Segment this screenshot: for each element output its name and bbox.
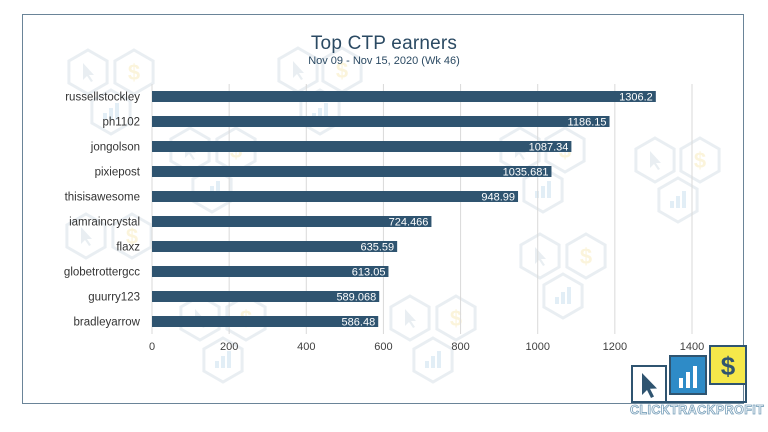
clicktrackprofit-logo: $ — [631, 345, 747, 403]
cursor-icon — [67, 48, 109, 96]
category-label: iamraincrystal — [69, 217, 140, 229]
category-label: ph1102 — [102, 117, 140, 129]
category-label: thisisawesome — [65, 192, 140, 204]
bar-chart-icon — [202, 336, 244, 384]
bar — [152, 166, 552, 177]
svg-text:$: $ — [126, 224, 138, 249]
svg-text:$: $ — [336, 58, 348, 83]
data-label: 1306.2 — [619, 92, 653, 104]
x-tick-label: 800 — [451, 341, 469, 353]
dollar-icon: $ — [113, 48, 155, 96]
data-label: 613.05 — [352, 267, 386, 279]
cursor-icon — [634, 136, 676, 184]
category-label: bradleyarrow — [74, 317, 141, 329]
bar — [152, 291, 380, 302]
bar — [152, 191, 519, 202]
bar — [152, 91, 656, 102]
data-label: 1186.15 — [568, 117, 607, 129]
bar — [152, 116, 610, 127]
dollar-icon: $ — [721, 351, 736, 381]
data-label: 589.068 — [336, 292, 376, 304]
data-label: 1087.34 — [529, 142, 569, 154]
category-label: jongolson — [90, 142, 140, 154]
bar-chart-icon — [542, 272, 584, 320]
svg-text:$: $ — [450, 306, 462, 331]
logo-wordmark: CLICKTRACKPROFIT — [630, 403, 765, 418]
data-label: 948.99 — [481, 192, 515, 204]
x-tick-label: 400 — [297, 341, 315, 353]
bar — [152, 216, 432, 227]
data-label: 635.59 — [360, 242, 394, 254]
x-tick-label: 200 — [220, 341, 238, 353]
bar-chart-icon — [90, 88, 132, 136]
logo-dollar-box — [709, 345, 747, 385]
dollar-icon: $ — [565, 232, 607, 280]
category-label: pixiepost — [95, 167, 141, 179]
dollar-icon: $ — [679, 136, 721, 184]
category-label: russellstockley — [65, 92, 140, 104]
bar — [152, 241, 398, 252]
data-label: 724.466 — [389, 217, 429, 229]
svg-text:$: $ — [128, 60, 140, 85]
data-label: 1035.681 — [503, 167, 549, 179]
cursor-icon — [65, 212, 107, 260]
bar-chart-icon — [522, 166, 564, 214]
dollar-icon: $ — [111, 212, 153, 260]
x-tick-label: 600 — [374, 341, 392, 353]
x-tick-label: 0 — [149, 341, 155, 353]
bar-chart-icon — [679, 366, 697, 388]
cursor-icon — [389, 294, 431, 342]
dollar-icon: $ — [435, 294, 477, 342]
chart-title: Top CTP earners — [310, 33, 458, 54]
data-label: 586.48 — [342, 317, 376, 329]
x-tick-label: 1000 — [525, 341, 549, 353]
bar — [152, 141, 572, 152]
category-label: flaxz — [116, 242, 140, 254]
cursor-icon — [642, 373, 657, 398]
svg-text:$: $ — [580, 244, 592, 269]
bar-chart-icon — [412, 336, 454, 384]
bar — [152, 316, 379, 327]
x-tick-label: 1400 — [680, 341, 704, 353]
svg-text:$: $ — [694, 148, 706, 173]
x-tick-label: 1200 — [603, 341, 627, 353]
chart-subtitle: Nov 09 - Nov 15, 2020 (Wk 46) — [308, 55, 460, 67]
bar-chart-icon — [657, 176, 699, 224]
category-label: guurry123 — [88, 292, 140, 304]
bar — [152, 266, 389, 277]
category-label: globetrottergcc — [64, 267, 140, 279]
